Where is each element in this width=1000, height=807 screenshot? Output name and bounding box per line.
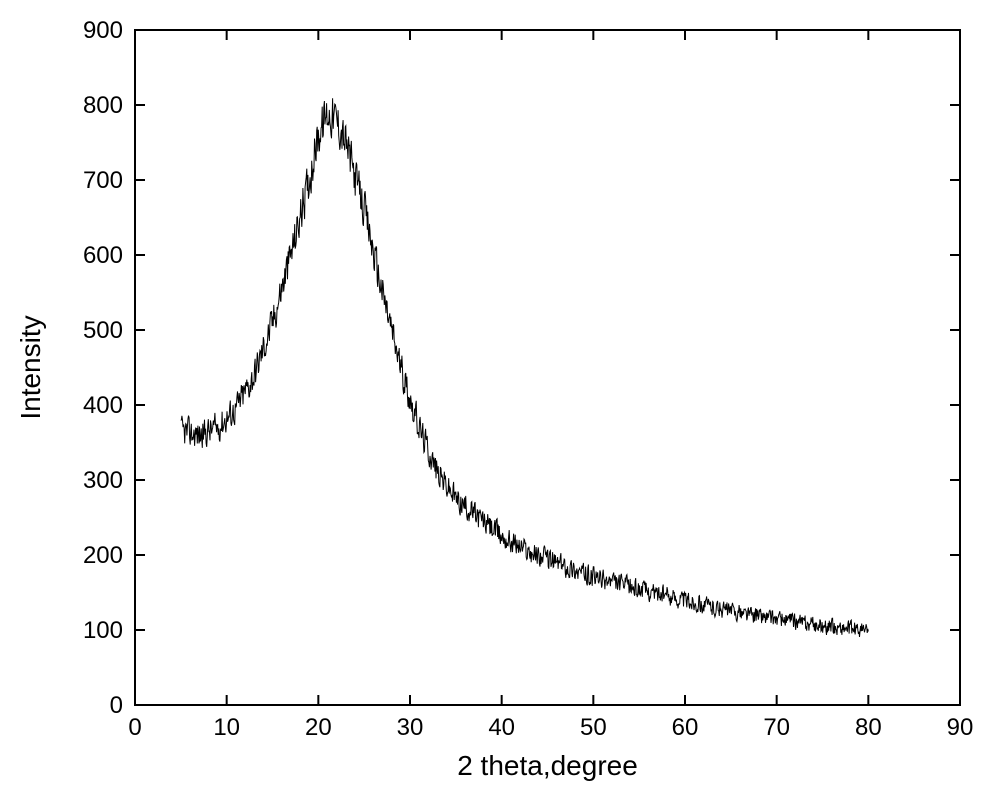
x-tick-label: 40 [488, 714, 515, 741]
x-tick-label: 80 [855, 714, 882, 741]
x-axis-label: 2 theta,degree [457, 750, 638, 781]
x-tick-label: 90 [947, 714, 974, 741]
x-tick-label: 10 [213, 714, 240, 741]
y-axis-label: Intensity [15, 315, 46, 419]
y-tick-label: 200 [83, 542, 123, 569]
x-tick-label: 0 [128, 714, 141, 741]
y-tick-label: 700 [83, 167, 123, 194]
y-tick-label: 400 [83, 392, 123, 419]
y-tick-label: 800 [83, 92, 123, 119]
y-tick-label: 100 [83, 617, 123, 644]
xrd-chart: 0102030405060708090010020030040050060070… [0, 0, 1000, 807]
y-tick-label: 0 [110, 692, 123, 719]
x-tick-label: 20 [305, 714, 332, 741]
y-tick-label: 600 [83, 242, 123, 269]
chart-svg: 0102030405060708090010020030040050060070… [0, 0, 1000, 807]
x-tick-label: 60 [672, 714, 699, 741]
y-tick-label: 900 [83, 17, 123, 44]
y-tick-label: 500 [83, 317, 123, 344]
x-tick-label: 50 [580, 714, 607, 741]
y-tick-label: 300 [83, 467, 123, 494]
xrd-trace [181, 98, 869, 637]
x-tick-label: 30 [397, 714, 424, 741]
x-tick-label: 70 [763, 714, 790, 741]
